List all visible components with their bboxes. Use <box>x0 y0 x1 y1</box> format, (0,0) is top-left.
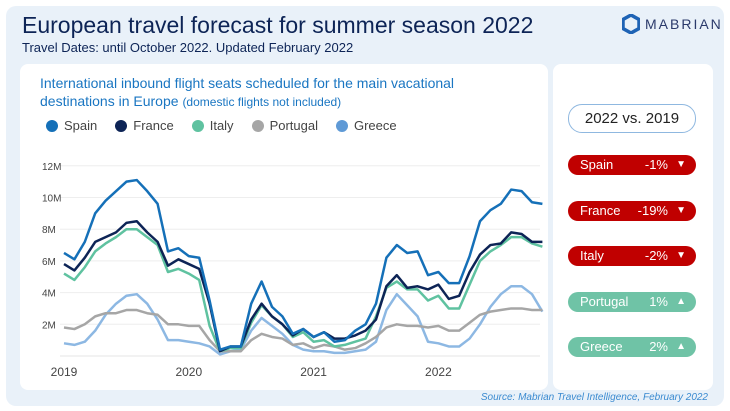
legend-label: Italy <box>209 118 234 133</box>
country-name: Portugal <box>580 293 629 309</box>
legend-item-spain[interactable]: Spain <box>46 118 97 133</box>
y-tick-label: 4M <box>42 289 56 300</box>
arrow-down-icon: ▼ <box>676 204 686 216</box>
x-tick-label: 2021 <box>300 365 327 379</box>
y-tick-label: 6M <box>42 257 56 268</box>
legend-label: Spain <box>64 118 98 133</box>
legend-item-france[interactable]: France <box>115 118 174 133</box>
chart-title: International inbound flight seats sched… <box>40 75 455 109</box>
arrow-down-icon: ▼ <box>676 250 686 261</box>
brand-logo: MABRIAN <box>622 14 723 34</box>
comparison-pill-italy: Italy -2% ▼ <box>568 246 696 266</box>
change-value: -19% <box>637 202 668 218</box>
chart-legend: Spain France Italy Portugal Greece <box>46 118 397 133</box>
country-name: Italy <box>580 248 604 263</box>
comparison-label: 2022 vs. 2019 <box>568 104 696 133</box>
comparison-panel: 2022 vs. 2019 Spain -1% ▼ France -19% ▼ Italy -… <box>553 64 713 390</box>
country-name: France <box>580 202 621 218</box>
arrow-up-icon: ▲ <box>676 341 686 352</box>
comparison-pill-france: France -19% ▼ <box>568 200 696 221</box>
chart-panel: International inbound flight seats sched… <box>20 64 548 390</box>
legend-item-greece[interactable]: Greece <box>335 118 397 133</box>
comparison-pill-portugal: Portugal 1% ▲ <box>568 291 696 312</box>
series-line-spain <box>63 178 543 351</box>
y-tick-label: 10M <box>42 194 61 205</box>
page-subtitle: Travel Dates: until October 2022. Update… <box>22 40 354 55</box>
comparison-pill-spain: Spain -1% ▼ <box>568 155 696 175</box>
y-tick-label: 2M <box>42 320 56 331</box>
comparison-pill-greece: Greece 2% ▲ <box>568 337 696 357</box>
x-tick-label: 2020 <box>175 365 202 379</box>
x-tick-label: 2022 <box>425 365 452 379</box>
y-tick-label: 12M <box>42 162 61 173</box>
change-value: -1% <box>644 157 668 172</box>
page-title: European travel forecast for summer seas… <box>22 12 534 38</box>
legend-item-italy[interactable]: Italy <box>191 118 234 133</box>
legend-label: Greece <box>353 118 397 133</box>
legend-item-portugal[interactable]: Portugal <box>251 118 318 133</box>
arrow-up-icon: ▲ <box>676 295 686 307</box>
legend-label: Portugal <box>269 118 318 133</box>
x-tick-label: 2019 <box>51 365 78 379</box>
legend-dot-icon <box>251 119 264 132</box>
arrow-down-icon: ▼ <box>676 159 686 170</box>
legend-dot-icon <box>115 119 128 132</box>
legend-dot-icon <box>46 119 58 132</box>
source-note: Source: Mabrian Travel Intelligence, Feb… <box>480 392 708 403</box>
legend-dot-icon <box>335 119 348 132</box>
series-line-greece <box>63 285 544 356</box>
hexagon-logo-icon <box>622 14 640 34</box>
country-name: Spain <box>580 157 614 172</box>
logo-text: MABRIAN <box>645 16 723 32</box>
change-value: 1% <box>649 293 668 309</box>
legend-dot-icon <box>191 119 204 132</box>
series-line-portugal <box>63 307 543 353</box>
line-chart: 2M 4M 6M 8M 10M 12M 2019 2020 2021 2022 <box>42 162 544 379</box>
series-line-italy <box>63 227 543 353</box>
change-value: 2% <box>649 339 668 354</box>
y-tick-label: 8M <box>42 225 56 236</box>
change-value: -2% <box>644 248 668 263</box>
legend-label: France <box>133 118 174 133</box>
country-name: Greece <box>580 339 623 354</box>
